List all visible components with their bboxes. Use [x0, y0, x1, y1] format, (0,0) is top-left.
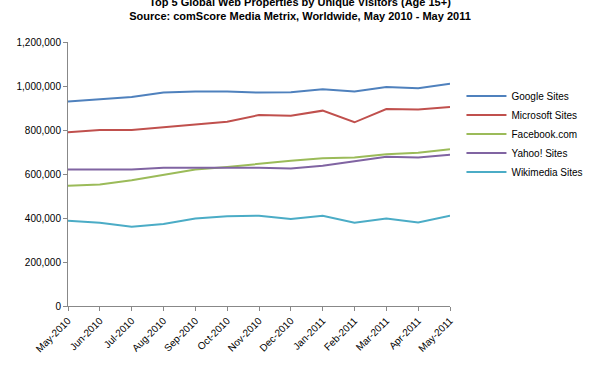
svg-text:800,000: 800,000 [25, 125, 62, 136]
svg-text:Jan-2011: Jan-2011 [291, 315, 328, 352]
svg-text:Feb-2011: Feb-2011 [322, 315, 360, 353]
svg-text:Nov-2010: Nov-2010 [226, 315, 265, 354]
svg-text:May-2011: May-2011 [416, 315, 455, 354]
svg-text:1,000,000: 1,000,000 [17, 81, 62, 92]
svg-text:Top 5 Global Web Properties by: Top 5 Global Web Properties by Unique Vi… [129, 0, 471, 22]
svg-text:Sep-2010: Sep-2010 [162, 315, 201, 354]
svg-text:200,000: 200,000 [25, 257, 62, 268]
svg-text:1,200,000: 1,200,000 [17, 37, 62, 48]
svg-text:Microsoft Sites: Microsoft Sites [511, 110, 577, 121]
svg-text:400,000: 400,000 [25, 213, 62, 224]
svg-text:Jul-2010: Jul-2010 [102, 315, 137, 350]
svg-text:Dec-2010: Dec-2010 [257, 315, 296, 354]
svg-text:Mar-2011: Mar-2011 [354, 315, 392, 353]
svg-text:0: 0 [55, 301, 61, 312]
svg-text:Aug-2010: Aug-2010 [130, 315, 169, 354]
svg-text:Yahoo! Sites: Yahoo! Sites [511, 148, 567, 159]
svg-text:Wikimedia Sites: Wikimedia Sites [511, 167, 582, 178]
svg-text:May-2010: May-2010 [34, 315, 74, 355]
svg-text:600,000: 600,000 [25, 169, 62, 180]
svg-text:Facebook.com: Facebook.com [511, 129, 577, 140]
svg-text:Jun-2010: Jun-2010 [68, 315, 106, 353]
svg-text:Apr-2011: Apr-2011 [387, 315, 424, 352]
svg-text:Oct-2010: Oct-2010 [195, 315, 232, 352]
svg-text:Google Sites: Google Sites [511, 91, 568, 102]
